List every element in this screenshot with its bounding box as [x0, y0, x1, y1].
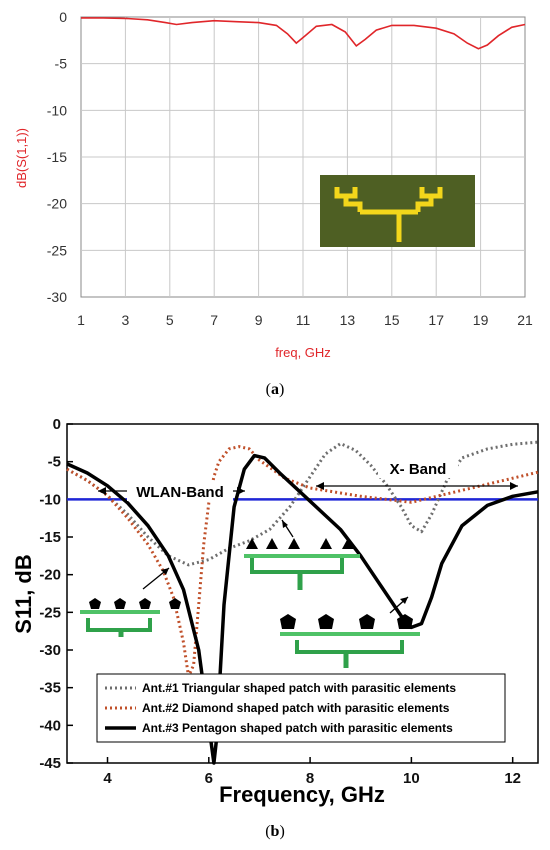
- x-tick-label: 12: [504, 770, 521, 787]
- panel-b-x-ticks: 4 6 8 10 12: [103, 757, 521, 787]
- x-tick-label: 10: [403, 770, 420, 787]
- x-tick-label: 6: [205, 770, 213, 787]
- panel-b-x-axis-label: Frequency, GHz: [219, 782, 385, 807]
- y-tick-label: -35: [39, 680, 61, 697]
- legend-box: [96, 673, 506, 743]
- x-tick-label: 11: [296, 312, 311, 328]
- x-tick-label: 7: [210, 312, 218, 328]
- panel-a-inset-antenna-image: [320, 175, 475, 247]
- legend-label-ant1: Ant.#1 Triangular shaped patch with para…: [142, 681, 456, 695]
- x-tick-label: 19: [473, 312, 489, 328]
- x-tick-label: 21: [517, 312, 533, 328]
- x-tick-label: 15: [384, 312, 400, 328]
- panel-b-y-axis-label: S11, dB: [11, 554, 36, 633]
- panel-b-y-ticks: 0 -5 -10 -15 -20 -25 -30 -35 -40 -45: [39, 416, 73, 772]
- legend-label-ant3: Ant.#3 Pentagon shaped patch with parasi…: [142, 721, 453, 735]
- y-tick-label: -5: [55, 56, 68, 72]
- x-tick-label: 8: [306, 770, 314, 787]
- y-tick-label: -20: [47, 196, 67, 212]
- panel-a-series-line: [81, 17, 526, 50]
- x-tick-label: 4: [103, 770, 112, 787]
- panel-b: 4 6 8 10 12 0 -5 -10 -15 -20 -25 -30 -35 -40 -45 WLAN…: [11, 416, 539, 840]
- series-line-ant3: [66, 453, 539, 765]
- x-tick-label: 1: [77, 312, 85, 328]
- wlan-band-label: WLAN-Band: [136, 484, 223, 501]
- panel-a-x-axis-label: freq, GHz: [275, 345, 331, 360]
- y-tick-label: -15: [39, 529, 61, 546]
- x-band-label: X- Band: [390, 461, 447, 478]
- y-tick-label: -15: [47, 149, 67, 165]
- panel-a-y-axis-label: dB(S(1,1)): [14, 128, 29, 188]
- panel-b-caption: (b): [265, 823, 285, 840]
- x-tick-label: 13: [340, 312, 356, 328]
- y-tick-label: -10: [39, 491, 61, 508]
- y-tick-label: -25: [47, 242, 67, 258]
- panel-a: 1 3 5 7 9 11 13 15 17 19 21 0-5-10-15-20-25-30 fre…: [14, 9, 533, 398]
- panel-b-series: [66, 440, 539, 765]
- inset-fork-patch: [334, 187, 443, 242]
- panel-a-x-ticks: 1 3 5 7 9 11 13 15 17 19 21: [77, 312, 533, 328]
- panel-a-caption: (a): [266, 381, 285, 398]
- panel-a-grid: [81, 17, 525, 297]
- y-tick-label: -20: [39, 567, 61, 584]
- antenna-illustration-ant1-pentagon: [80, 598, 181, 637]
- y-tick-label: 0: [53, 416, 61, 433]
- x-tick-label: 3: [122, 312, 130, 328]
- y-tick-label: -5: [48, 454, 61, 471]
- xband-label-bg: [378, 458, 458, 478]
- y-tick-label: 0: [59, 9, 67, 25]
- panel-a-y-ticks: 0 -5 -10 -15 -20 -25 -30: [47, 9, 67, 305]
- y-tick-label: -10: [47, 102, 67, 118]
- y-tick-label: -40: [39, 717, 61, 734]
- y-tick-label: -30: [47, 289, 67, 305]
- wlan-label-bg: [127, 481, 233, 501]
- y-tick-label: -25: [39, 604, 61, 621]
- antenna-illustration-ant3-diamond: [280, 614, 420, 668]
- x-tick-label: 5: [166, 312, 174, 328]
- y-tick-label: -45: [39, 755, 61, 772]
- x-tick-label: 17: [428, 312, 444, 328]
- antenna-illustration-ant2-triangle: [244, 538, 360, 590]
- y-tick-label: -30: [39, 642, 61, 659]
- series-line-ant1: [66, 440, 539, 567]
- x-tick-label: 9: [255, 312, 263, 328]
- panel-b-legend: Ant.#1 Triangular shaped patch with para…: [96, 673, 506, 743]
- legend-label-ant2: Ant.#2 Diamond shaped patch with parasit…: [142, 701, 450, 715]
